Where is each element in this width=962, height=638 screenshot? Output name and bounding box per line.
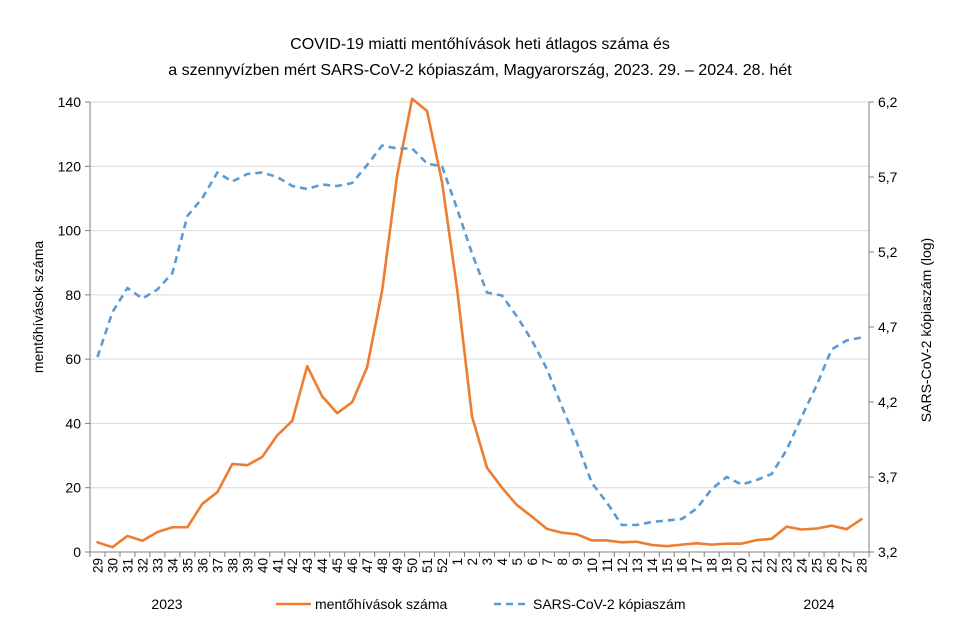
gridlines — [90, 101, 869, 489]
year-label-2023: 2023 — [151, 596, 182, 612]
left-tick-label: 0 — [73, 544, 81, 560]
chart-title-line-2: a szennyvízben mért SARS-CoV-2 kópiaszám… — [168, 62, 792, 79]
x-tick-label: 29 — [90, 558, 105, 573]
right-axis-ticks: 3,2 3,7 4,2 4,7 5,2 5,7 6,2 — [869, 94, 898, 560]
left-tick-label: 100 — [58, 223, 82, 239]
x-tick-label: 14 — [645, 558, 660, 574]
right-tick-label: 3,7 — [878, 469, 898, 485]
x-tick-label: 37 — [210, 558, 225, 573]
x-tick-label: 40 — [255, 558, 270, 573]
legend: mentőhívások száma SARS-CoV-2 kópiaszám — [276, 596, 686, 612]
x-tick-label: 6 — [525, 558, 540, 566]
x-tick-label: 49 — [390, 558, 405, 573]
series-line-ambulance-calls — [96, 97, 863, 549]
left-tick-label: 120 — [58, 158, 82, 174]
x-tick-label: 4 — [495, 558, 510, 566]
legend-label-sars-cov-2: SARS-CoV-2 kópiaszám — [533, 596, 686, 612]
x-tick-label: 30 — [105, 558, 120, 573]
right-tick-label: 4,2 — [878, 394, 898, 410]
x-tick-label: 7 — [540, 558, 555, 566]
x-tick-label: 51 — [420, 558, 435, 573]
x-tick-label: 22 — [765, 558, 780, 573]
right-tick-label: 5,2 — [878, 244, 898, 260]
x-tick-label: 18 — [705, 558, 720, 573]
x-tick-label: 34 — [165, 558, 180, 574]
x-tick-label: 3 — [480, 558, 495, 566]
x-tick-label: 23 — [780, 558, 795, 573]
x-tick-label: 32 — [135, 558, 150, 573]
x-tick-label: 50 — [405, 558, 420, 573]
x-tick-label: 42 — [285, 558, 300, 573]
x-tick-label: 44 — [315, 558, 330, 574]
right-axis-title: SARS-CoV-2 kópiaszám (log) — [918, 238, 934, 422]
x-tick-label: 28 — [855, 558, 870, 573]
x-tick-label: 5 — [510, 558, 525, 566]
x-tick-label: 41 — [270, 558, 285, 573]
legend-label-ambulance-calls: mentőhívások száma — [315, 596, 447, 612]
right-tick-label: 5,7 — [878, 169, 898, 185]
x-tick-label: 17 — [690, 558, 705, 573]
x-tick-label: 2 — [465, 558, 480, 566]
right-tick-label: 6,2 — [878, 94, 898, 110]
x-tick-label: 48 — [375, 558, 390, 573]
x-tick-label: 36 — [195, 558, 210, 573]
x-tick-label: 1 — [450, 558, 465, 566]
axes — [89, 102, 870, 553]
left-tick-label: 60 — [65, 351, 81, 367]
right-tick-label: 3,2 — [878, 544, 898, 560]
x-tick-label: 19 — [720, 558, 735, 573]
left-tick-label: 140 — [58, 94, 82, 110]
x-tick-label: 9 — [570, 558, 585, 566]
right-tick-label: 4,7 — [878, 319, 898, 335]
x-tick-label: 45 — [330, 558, 345, 573]
left-axis-title: mentőhívások száma — [30, 241, 46, 373]
x-tick-label: 27 — [840, 558, 855, 573]
x-tick-label: 12 — [615, 558, 630, 573]
x-tick-label: 20 — [735, 558, 750, 573]
chart-title: COVID-19 miatti mentőhívások heti átlago… — [168, 36, 792, 79]
x-tick-label: 24 — [795, 558, 810, 574]
x-tick-label: 31 — [120, 558, 135, 573]
x-tick-label: 38 — [225, 558, 240, 573]
x-tick-label: 21 — [750, 558, 765, 573]
x-tick-label: 52 — [435, 558, 450, 573]
x-tick-label: 25 — [810, 558, 825, 573]
left-tick-label: 40 — [65, 415, 81, 431]
x-tick-label: 10 — [585, 558, 600, 573]
x-tick-label: 43 — [300, 558, 315, 573]
series-lines — [96, 97, 863, 549]
x-tick-label: 39 — [240, 558, 255, 573]
x-tick-label: 47 — [360, 558, 375, 573]
left-tick-label: 80 — [65, 287, 81, 303]
x-tick-label: 13 — [630, 558, 645, 573]
x-tick-label: 46 — [345, 558, 360, 573]
x-tick-label: 33 — [150, 558, 165, 573]
x-tick-label: 11 — [600, 558, 615, 572]
year-label-2024: 2024 — [803, 596, 834, 612]
x-tick-label: 16 — [675, 558, 690, 573]
x-tick-label: 35 — [180, 558, 195, 573]
left-axis-ticks: 0 20 40 60 80 100 120 140 — [58, 94, 90, 560]
x-tick-label: 26 — [825, 558, 840, 573]
x-tick-label: 8 — [555, 558, 570, 566]
x-tick-label: 15 — [660, 558, 675, 573]
chart-title-line-1: COVID-19 miatti mentőhívások heti átlago… — [290, 36, 670, 53]
x-axis-ticks: 29 30 31 32 33 34 35 36 37 38 39 40 41 42 43 44 45 46 47 48… — [89, 552, 870, 574]
series-line-sars-cov-2 — [96, 144, 862, 527]
left-tick-label: 20 — [65, 480, 81, 496]
